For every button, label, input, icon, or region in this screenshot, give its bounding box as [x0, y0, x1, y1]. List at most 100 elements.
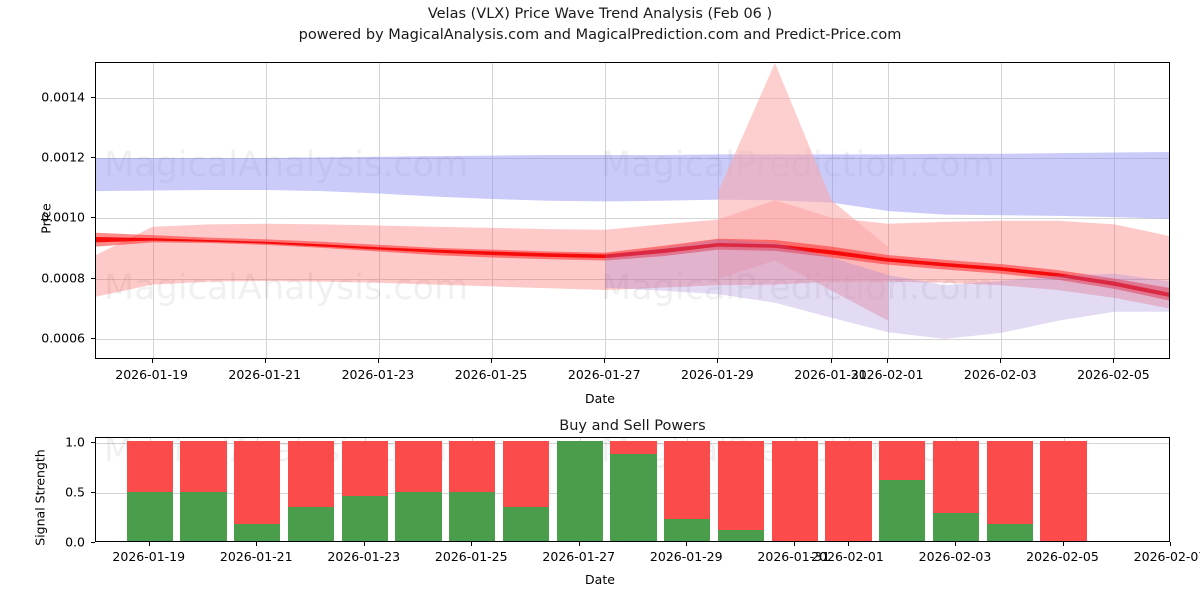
figure-title-line-1: Velas (VLX) Price Wave Trend Analysis (F…	[427, 6, 773, 22]
signal-x-tick-label: 2026-02-05	[1026, 549, 1099, 564]
sell-power-segment	[825, 441, 872, 541]
signal-x-tick	[471, 542, 473, 546]
price-gridline-vertical	[265, 63, 267, 358]
buy-power-segment	[556, 441, 603, 541]
price-x-tick-label: 2026-01-23	[341, 367, 415, 382]
signal-x-tick-label: 2026-02-01	[811, 549, 884, 564]
price-y-tick	[91, 337, 95, 339]
price-gridline-vertical	[378, 63, 380, 358]
sell-power-segment	[610, 441, 657, 454]
signal-bar[interactable]	[556, 438, 603, 541]
price-y-tick-label: 0.0006	[41, 330, 85, 346]
buy-power-segment	[717, 530, 765, 541]
signal-bar[interactable]	[1040, 438, 1087, 541]
price-band-outer-blue-band	[96, 151, 1169, 219]
buy-power-segment	[180, 492, 227, 541]
sell-power-segment	[341, 441, 388, 496]
buy-power-segment	[234, 524, 281, 541]
signal-bar[interactable]	[449, 438, 496, 541]
price-x-tick	[717, 359, 719, 363]
price-x-tick-label: 2026-01-31	[794, 367, 867, 382]
signal-bar[interactable]	[825, 438, 872, 541]
sell-power-segment	[502, 441, 550, 507]
price-band-core-red-line	[96, 236, 1169, 297]
price-y-tick	[91, 156, 95, 158]
price-y-axis-label: Price	[38, 203, 54, 234]
signal-bar[interactable]	[234, 438, 281, 541]
buy-power-segment	[395, 492, 442, 541]
price-x-tick-label: 2026-01-27	[567, 367, 641, 382]
signal-x-tick	[1170, 542, 1171, 546]
signal-x-tick-label: 2026-01-27	[542, 549, 616, 564]
buy-power-segment	[664, 519, 711, 541]
signal-bar[interactable]	[664, 438, 711, 541]
price-gridline-vertical	[492, 63, 494, 358]
signal-x-tick-label: 2026-02-03	[918, 549, 992, 564]
price-y-tick-label: 0.0014	[41, 89, 85, 105]
price-gridline-vertical	[1001, 63, 1003, 358]
signal-x-axis-label: Date	[585, 572, 615, 587]
price-x-tick	[377, 359, 379, 363]
sell-power-segment	[395, 441, 442, 492]
signal-x-tick-label: 2026-01-19	[112, 549, 186, 564]
price-x-tick	[604, 359, 606, 363]
sell-power-segment	[986, 441, 1033, 524]
price-wave-chart-axes: MagicalAnalysis.comMagicalPrediction.com…	[95, 62, 1170, 359]
signal-bar[interactable]	[502, 438, 550, 541]
buy-power-segment	[341, 496, 388, 541]
price-gridline-horizontal	[96, 278, 1169, 280]
signal-x-tick	[1062, 542, 1064, 546]
signal-x-tick	[256, 542, 258, 546]
price-x-tick-label: 2026-01-25	[454, 367, 528, 382]
signal-x-tick	[793, 542, 795, 546]
signal-x-tick-label: 2026-01-23	[327, 549, 401, 564]
sell-power-segment	[879, 441, 926, 480]
buy-power-segment	[610, 454, 657, 541]
buy-sell-powers-title: Buy and Sell Powers	[559, 418, 706, 434]
price-x-tick-label: 2026-01-19	[115, 367, 188, 382]
price-x-tick	[491, 359, 493, 363]
signal-y-axis-label: Signal Strength	[32, 449, 48, 546]
sell-power-segment	[126, 441, 173, 492]
buy-power-segment	[502, 507, 550, 541]
sell-power-segment	[664, 441, 711, 519]
signal-bar[interactable]	[610, 438, 657, 541]
signal-x-tick	[363, 542, 365, 546]
signal-y-tick-label: 0.5	[65, 484, 85, 500]
sell-power-segment	[287, 441, 335, 507]
signal-bar[interactable]	[180, 438, 227, 541]
price-x-tick-label: 2026-02-01	[850, 367, 924, 382]
signal-y-tick-label: 0.0	[65, 534, 85, 550]
price-y-tick-label: 0.0012	[41, 149, 85, 165]
price-y-tick	[91, 96, 95, 98]
signal-bar[interactable]	[341, 438, 388, 541]
price-x-tick-label: 2026-01-21	[228, 367, 302, 382]
price-x-tick	[887, 359, 889, 363]
signal-bar[interactable]	[126, 438, 173, 541]
signal-bar[interactable]	[932, 438, 980, 541]
price-y-tick	[91, 277, 95, 279]
price-gridline-horizontal	[96, 97, 1169, 99]
price-band-lower-violet-band	[605, 239, 1169, 339]
buy-power-segment	[932, 513, 980, 541]
figure-title-line-2: powered by MagicalAnalysis.com and Magic…	[298, 27, 902, 43]
price-x-tick	[264, 359, 266, 363]
price-y-tick	[91, 217, 95, 219]
price-band-mid-red-band	[96, 232, 1169, 301]
signal-y-tick	[91, 442, 95, 443]
price-x-tick	[151, 359, 153, 363]
signal-bar[interactable]	[717, 438, 765, 541]
price-gridline-horizontal	[96, 157, 1169, 159]
signal-y-tick-label: 1.0	[65, 434, 85, 450]
price-x-tick-label: 2026-02-03	[963, 367, 1037, 382]
signal-bar[interactable]	[287, 438, 335, 541]
signal-bar[interactable]	[986, 438, 1033, 541]
signal-bar[interactable]	[771, 438, 818, 541]
signal-x-tick-label: 2026-01-31	[757, 549, 831, 564]
signal-bar[interactable]	[879, 438, 926, 541]
signal-bar[interactable]	[395, 438, 442, 541]
price-x-tick	[830, 359, 832, 363]
sell-power-segment	[449, 441, 496, 492]
price-x-tick	[1113, 359, 1115, 363]
